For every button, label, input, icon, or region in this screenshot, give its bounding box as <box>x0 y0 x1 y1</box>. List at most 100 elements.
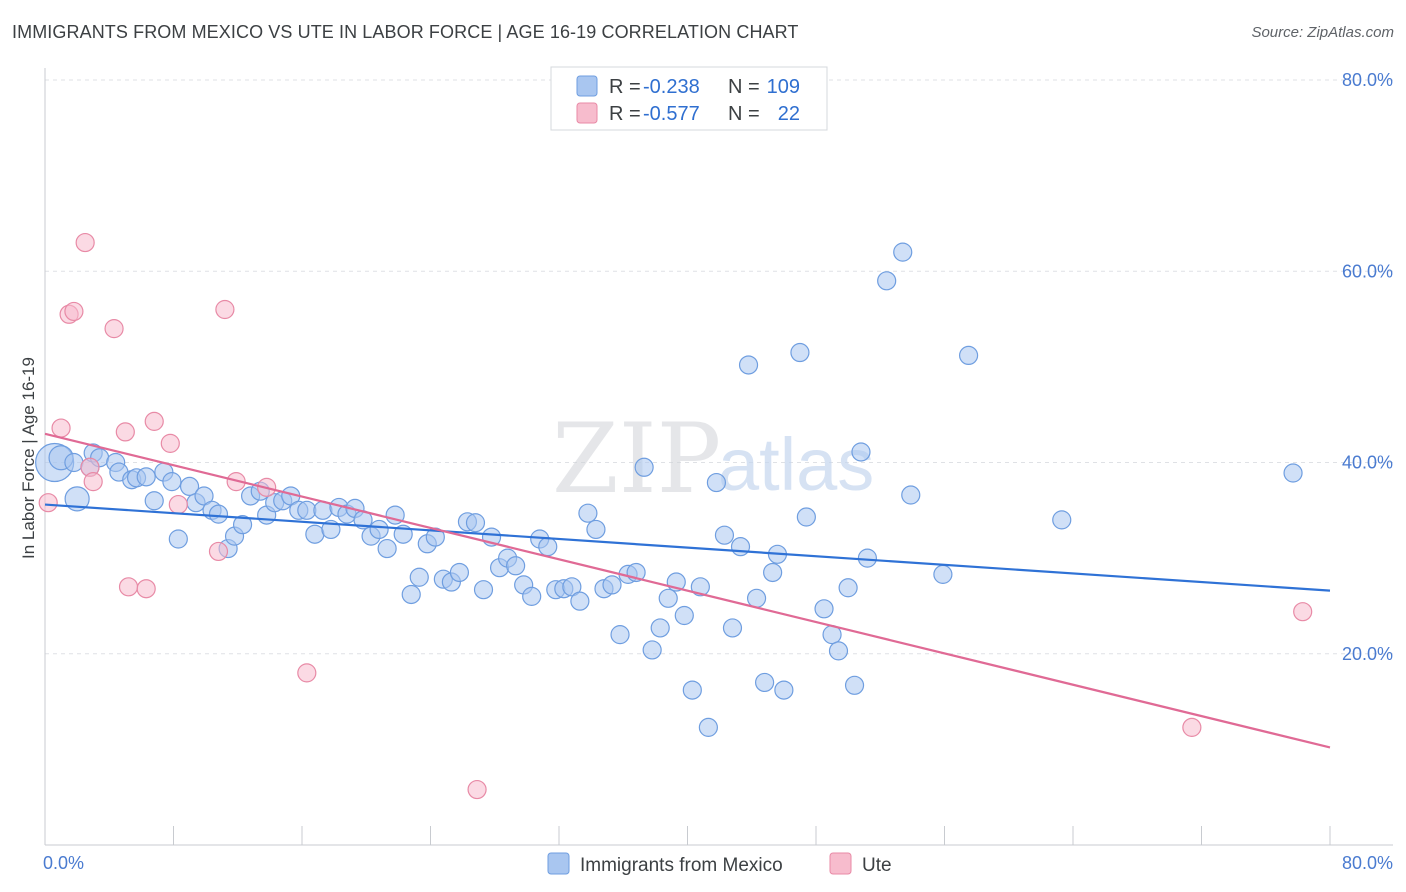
mexico-point <box>179 476 200 497</box>
mexico-point <box>844 675 865 695</box>
ute-point <box>467 779 487 800</box>
mexico-point <box>162 472 182 492</box>
ute-point <box>51 418 71 438</box>
mexico-point <box>690 577 710 597</box>
mexico-point <box>857 548 878 568</box>
ute-trend-line <box>44 432 1331 749</box>
mexico-point <box>851 442 871 462</box>
mexico-point <box>838 578 858 598</box>
grid <box>45 79 1393 655</box>
mexico-point <box>814 599 834 619</box>
y-axis-title: In Labor Force | Age 16-19 <box>19 357 38 559</box>
bottom-legend-mexico-label: Immigrants from Mexico <box>580 855 783 876</box>
watermark-zip-text: ZIP <box>552 403 721 515</box>
data-points <box>35 232 1313 800</box>
ute-point <box>104 319 124 339</box>
mexico-point <box>409 567 429 587</box>
mexico-point <box>706 472 727 493</box>
trend-lines <box>44 432 1331 749</box>
mexico-point <box>586 519 606 540</box>
ute-point <box>83 472 103 492</box>
stats-legend: R = -0.238 N = 109 R = -0.577 N = 22 <box>550 66 828 131</box>
ute-point <box>136 579 156 599</box>
legend-mexico-r-value: -0.238 <box>643 76 700 98</box>
ute-point <box>297 663 317 683</box>
mexico-point <box>208 504 229 524</box>
ute-point <box>115 422 135 442</box>
mexico-point <box>796 507 816 527</box>
mexico-point <box>578 503 598 523</box>
source-credit: Source: ZipAtlas.com <box>1251 24 1394 41</box>
ute-point <box>38 493 58 513</box>
mexico-point <box>933 564 953 584</box>
mexico-point <box>901 485 921 505</box>
bottom-legend-swatch-mexico <box>547 852 570 875</box>
mexico-point <box>449 562 470 583</box>
mexico-point <box>610 625 630 645</box>
x-tick-label-min: 0.0% <box>43 853 84 873</box>
mexico-point <box>136 467 156 487</box>
mexico-point <box>1283 463 1303 483</box>
watermark: ZIP atlas <box>552 403 874 515</box>
mexico-point <box>774 680 794 700</box>
y-tick-label-20: 20.0% <box>1342 644 1393 664</box>
mexico-point <box>1052 510 1072 530</box>
ute-point <box>118 577 139 597</box>
legend-ute-n-value: 22 <box>778 103 800 125</box>
chart-title: IMMIGRANTS FROM MEXICO VS UTE IN LABOR F… <box>12 22 799 42</box>
ute-point <box>1293 602 1313 622</box>
mexico-point <box>168 529 188 549</box>
mexico-point <box>64 486 90 512</box>
mexico-point <box>790 342 810 363</box>
mexico-point <box>754 672 775 693</box>
mexico-point <box>722 618 743 638</box>
ute-point <box>1182 717 1202 737</box>
mexico-point <box>506 556 526 576</box>
mexico-point <box>642 640 662 660</box>
mexico-point <box>64 452 84 473</box>
mexico-point <box>698 717 718 737</box>
mexico-point <box>877 271 897 291</box>
mexico-point <box>602 575 622 595</box>
mexico-trend-line <box>44 503 1331 592</box>
legend-ute-r-label: R = <box>609 103 641 125</box>
bottom-legend-swatch-ute <box>829 852 852 875</box>
ute-point <box>64 301 84 322</box>
ute-point <box>215 299 235 320</box>
legend-ute-r-value: -0.577 <box>643 103 700 125</box>
y-tick-label-60: 60.0% <box>1342 261 1393 281</box>
mexico-point <box>538 537 558 557</box>
y-tick-label-80: 80.0% <box>1342 70 1393 90</box>
legend-mexico-r-label: R = <box>609 76 641 98</box>
ute-point <box>160 433 180 453</box>
mexico-point <box>194 486 214 506</box>
ute-point <box>75 232 95 253</box>
mexico-point <box>232 515 253 535</box>
ute-point <box>168 494 188 515</box>
mexico-point <box>650 618 670 638</box>
mexico-point <box>958 345 979 365</box>
mexico-point <box>570 591 590 611</box>
mexico-point <box>473 580 494 600</box>
watermark-atlas-text: atlas <box>718 423 874 506</box>
mexico-point <box>828 641 849 661</box>
mexico-point <box>522 586 542 606</box>
mexico-point <box>144 491 164 511</box>
y-tick-label-40: 40.0% <box>1342 453 1393 473</box>
axes: 20.0% 40.0% 60.0% 80.0% 0.0% 80.0% <box>43 68 1393 873</box>
mexico-point <box>893 242 913 262</box>
mexico-point <box>297 500 317 520</box>
x-tick-label-max: 80.0% <box>1342 853 1393 873</box>
mexico-point <box>305 524 325 544</box>
mexico-point <box>682 680 702 700</box>
legend-swatch-mexico <box>576 75 598 97</box>
mexico-point <box>465 513 486 533</box>
legend-swatch-ute <box>576 102 598 124</box>
ute-point <box>208 541 229 562</box>
mexico-point <box>674 605 694 626</box>
legend-mexico-n-value: 109 <box>767 76 800 98</box>
mexico-point <box>369 519 389 540</box>
mexico-point <box>377 538 397 559</box>
mexico-point <box>714 525 735 545</box>
